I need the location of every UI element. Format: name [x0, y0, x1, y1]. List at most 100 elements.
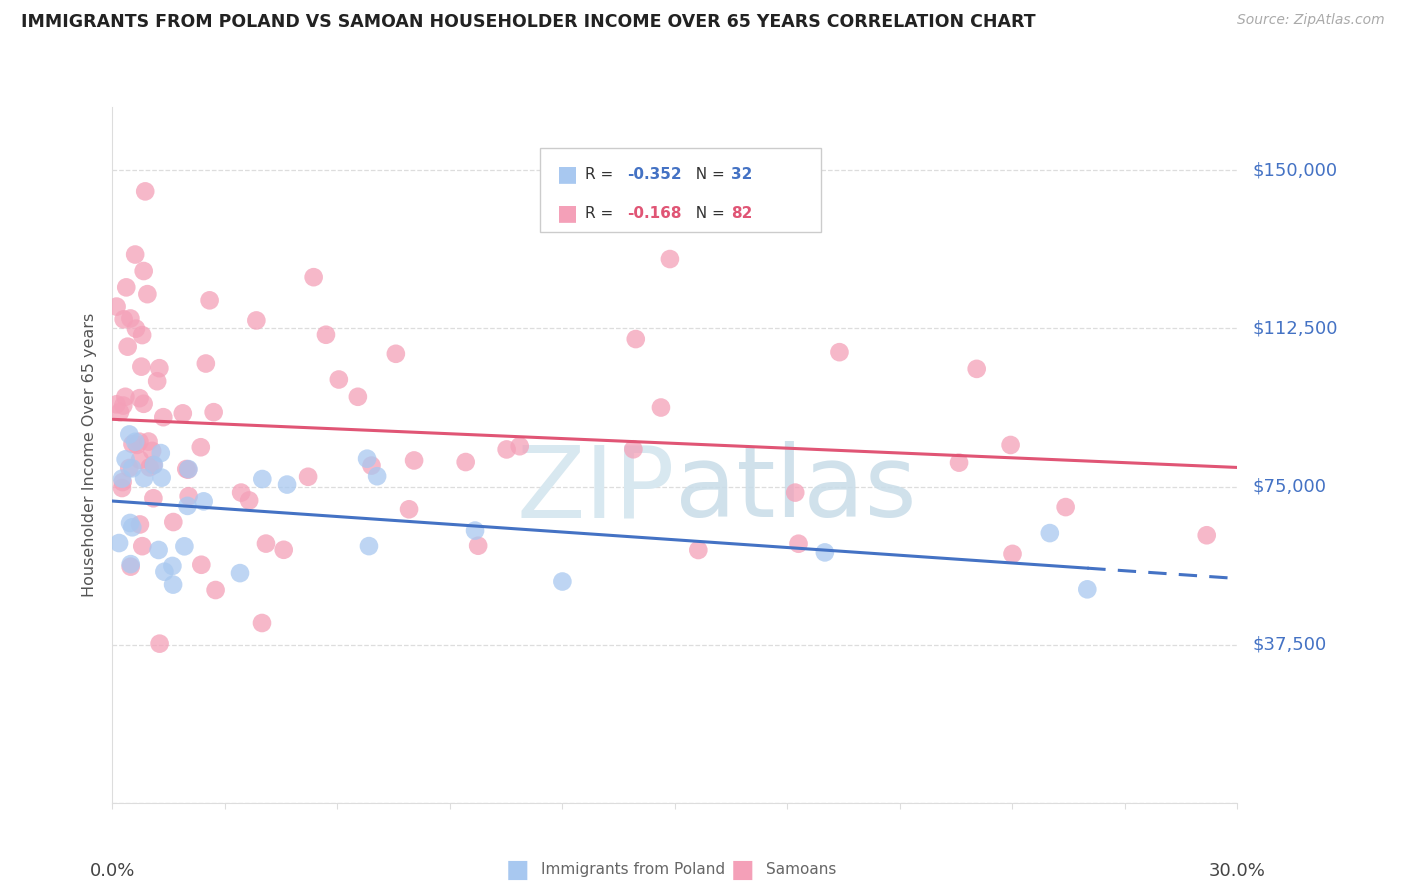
- Point: [254, 536, 277, 550]
- Point: [142, 458, 165, 472]
- Text: $37,500: $37,500: [1253, 636, 1326, 654]
- Point: [111, 472, 134, 486]
- Text: $112,500: $112,500: [1253, 319, 1337, 337]
- Point: [148, 543, 170, 558]
- Text: $150,000: $150,000: [1253, 161, 1337, 179]
- Point: [787, 537, 810, 551]
- Point: [114, 390, 136, 404]
- Point: [1195, 528, 1218, 542]
- Point: [111, 481, 134, 495]
- Point: [108, 405, 131, 419]
- Point: [115, 280, 138, 294]
- Point: [132, 397, 155, 411]
- Point: [148, 361, 170, 376]
- Point: [128, 434, 150, 449]
- Point: [385, 347, 408, 361]
- Point: [129, 453, 152, 467]
- Point: [162, 558, 184, 573]
- Point: [1000, 438, 1022, 452]
- Point: [948, 456, 970, 470]
- Point: [118, 427, 141, 442]
- Point: [624, 332, 647, 346]
- Point: [198, 293, 221, 308]
- Point: [153, 565, 176, 579]
- Point: [190, 558, 212, 572]
- Point: [177, 463, 200, 477]
- Y-axis label: Householder Income Over 65 years: Householder Income Over 65 years: [82, 313, 97, 597]
- Text: 0.0%: 0.0%: [90, 862, 135, 880]
- Point: [252, 472, 274, 486]
- Point: [120, 559, 142, 574]
- Point: [124, 247, 146, 261]
- Point: [132, 471, 155, 485]
- Point: [966, 362, 988, 376]
- Point: [120, 311, 142, 326]
- Text: $75,000: $75,000: [1253, 477, 1326, 496]
- Point: [121, 461, 143, 475]
- Point: [193, 494, 215, 508]
- Point: [131, 359, 153, 374]
- Point: [128, 391, 150, 405]
- Point: [360, 458, 382, 473]
- Text: 82: 82: [731, 206, 752, 221]
- Point: [315, 327, 337, 342]
- Point: [238, 493, 260, 508]
- Point: [509, 439, 531, 453]
- Point: [398, 502, 420, 516]
- Point: [177, 462, 200, 476]
- Text: R =: R =: [585, 167, 619, 182]
- Text: Samoans: Samoans: [766, 863, 837, 877]
- Point: [202, 405, 225, 419]
- Text: 30.0%: 30.0%: [1209, 862, 1265, 880]
- Text: N =: N =: [686, 206, 730, 221]
- Point: [131, 328, 153, 343]
- Point: [105, 397, 128, 411]
- Point: [152, 410, 174, 425]
- Point: [172, 406, 194, 420]
- Point: [142, 458, 165, 472]
- Point: [229, 566, 252, 581]
- Point: [454, 455, 477, 469]
- Text: ■: ■: [506, 858, 530, 881]
- Point: [464, 524, 486, 538]
- Text: Immigrants from Poland: Immigrants from Poland: [541, 863, 725, 877]
- Point: [125, 438, 148, 452]
- Point: [231, 485, 253, 500]
- Point: [136, 287, 159, 301]
- Point: [1054, 500, 1077, 514]
- Point: [120, 516, 142, 530]
- Point: [276, 477, 298, 491]
- Point: [111, 475, 134, 489]
- Point: [125, 321, 148, 335]
- Point: [150, 470, 173, 484]
- Point: [118, 461, 141, 475]
- Point: [328, 372, 350, 386]
- Point: [124, 434, 146, 449]
- Point: [162, 515, 184, 529]
- Point: [129, 517, 152, 532]
- Point: [176, 499, 198, 513]
- Text: Source: ZipAtlas.com: Source: ZipAtlas.com: [1237, 13, 1385, 28]
- Point: [134, 185, 156, 199]
- Point: [366, 469, 388, 483]
- Point: [138, 460, 160, 475]
- Point: [250, 615, 273, 630]
- Point: [1039, 526, 1062, 541]
- Point: [142, 491, 165, 506]
- Point: [138, 434, 160, 449]
- Point: [495, 442, 517, 457]
- Point: [785, 485, 807, 500]
- Point: [1076, 582, 1098, 597]
- Point: [404, 453, 426, 467]
- Point: [190, 440, 212, 454]
- Point: [1001, 547, 1024, 561]
- Point: [204, 582, 226, 597]
- Point: [114, 452, 136, 467]
- Point: [467, 539, 489, 553]
- Text: IMMIGRANTS FROM POLAND VS SAMOAN HOUSEHOLDER INCOME OVER 65 YEARS CORRELATION CH: IMMIGRANTS FROM POLAND VS SAMOAN HOUSEHO…: [21, 13, 1036, 31]
- Point: [121, 437, 143, 451]
- Point: [688, 543, 710, 558]
- Point: [814, 545, 837, 559]
- Text: 32: 32: [731, 167, 752, 182]
- Point: [173, 539, 195, 553]
